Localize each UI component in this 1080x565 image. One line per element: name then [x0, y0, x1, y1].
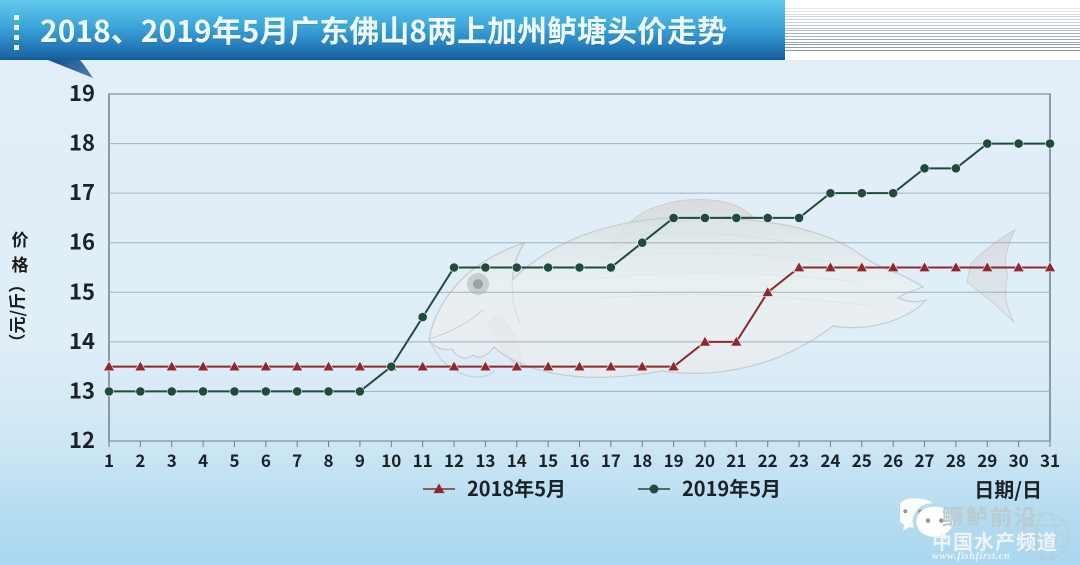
- svg-text:23: 23: [789, 447, 809, 472]
- svg-text:12: 12: [444, 447, 464, 472]
- svg-text:9: 9: [355, 447, 365, 472]
- svg-text:15: 15: [69, 274, 95, 306]
- svg-text:24: 24: [820, 447, 840, 472]
- svg-text:21: 21: [726, 447, 746, 472]
- svg-text:18: 18: [69, 126, 95, 158]
- svg-text:13: 13: [69, 373, 95, 405]
- svg-text:22: 22: [758, 447, 778, 472]
- svg-text:16: 16: [69, 225, 95, 257]
- svg-text:3: 3: [167, 447, 177, 472]
- svg-text:7: 7: [292, 447, 302, 472]
- svg-text:20: 20: [695, 447, 715, 472]
- svg-text:12: 12: [69, 423, 95, 455]
- svg-text:25: 25: [852, 447, 872, 472]
- svg-text:17: 17: [601, 447, 621, 472]
- svg-text:19: 19: [664, 447, 684, 472]
- svg-text:11: 11: [413, 447, 433, 472]
- svg-text:14: 14: [69, 324, 95, 356]
- svg-text:30: 30: [1009, 447, 1029, 472]
- svg-text:18: 18: [632, 447, 652, 472]
- svg-text:2: 2: [135, 447, 145, 472]
- svg-text:15: 15: [538, 447, 558, 472]
- svg-text:4: 4: [198, 447, 208, 472]
- svg-text:1: 1: [104, 447, 114, 472]
- svg-text:13: 13: [475, 447, 495, 472]
- svg-text:14: 14: [507, 447, 527, 472]
- svg-text:2019年5月: 2019年5月: [682, 473, 781, 502]
- svg-text:28: 28: [946, 447, 966, 472]
- svg-text:10: 10: [381, 447, 401, 472]
- svg-text:17: 17: [69, 175, 95, 207]
- svg-text:19: 19: [69, 76, 95, 108]
- svg-text:27: 27: [915, 447, 935, 472]
- svg-text:31: 31: [1040, 447, 1060, 472]
- svg-text:8: 8: [324, 447, 334, 472]
- svg-text:29: 29: [977, 447, 997, 472]
- svg-text:26: 26: [883, 447, 903, 472]
- svg-text:16: 16: [569, 447, 589, 472]
- svg-text:6: 6: [261, 447, 271, 472]
- svg-text:5: 5: [229, 447, 239, 472]
- svg-text:2018年5月: 2018年5月: [467, 473, 566, 502]
